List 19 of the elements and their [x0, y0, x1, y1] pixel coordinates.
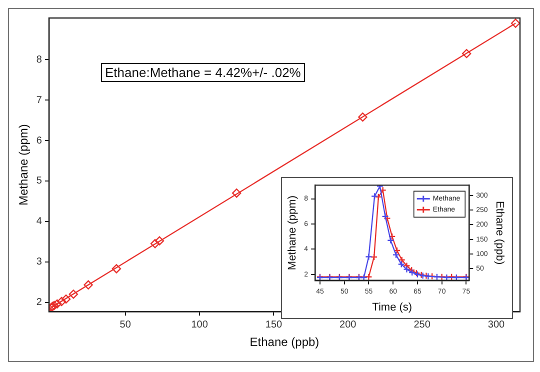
- x-tick-label: 50: [120, 319, 132, 330]
- x-tick-label: 100: [191, 319, 208, 330]
- x-tick-label: 150: [265, 319, 283, 330]
- annotation: Ethane:Methane = 4.42%+/- .02%: [101, 63, 305, 82]
- x-tick-label: 200: [340, 319, 357, 330]
- y-axis-title: Methane (ppm): [16, 124, 31, 206]
- y-tick-label: 6: [36, 135, 42, 146]
- y-tick-label: 4: [36, 216, 42, 228]
- x-tick-label: 300: [488, 319, 506, 330]
- y-tick-label: 7: [36, 94, 42, 106]
- x-tick-label: 250: [414, 319, 431, 330]
- x-axis-title: Ethane (ppb): [250, 335, 320, 350]
- y2-axis-title: Ethane (ppb): [493, 200, 506, 265]
- y-tick-label: 5: [36, 176, 42, 187]
- y-axis-title: Methane (ppm): [286, 196, 299, 270]
- y-tick-label: 2: [36, 297, 42, 308]
- x-axis-title: Time (s): [372, 301, 412, 314]
- y-tick-label: 3: [36, 256, 42, 268]
- y-tick-label: 8: [36, 54, 42, 66]
